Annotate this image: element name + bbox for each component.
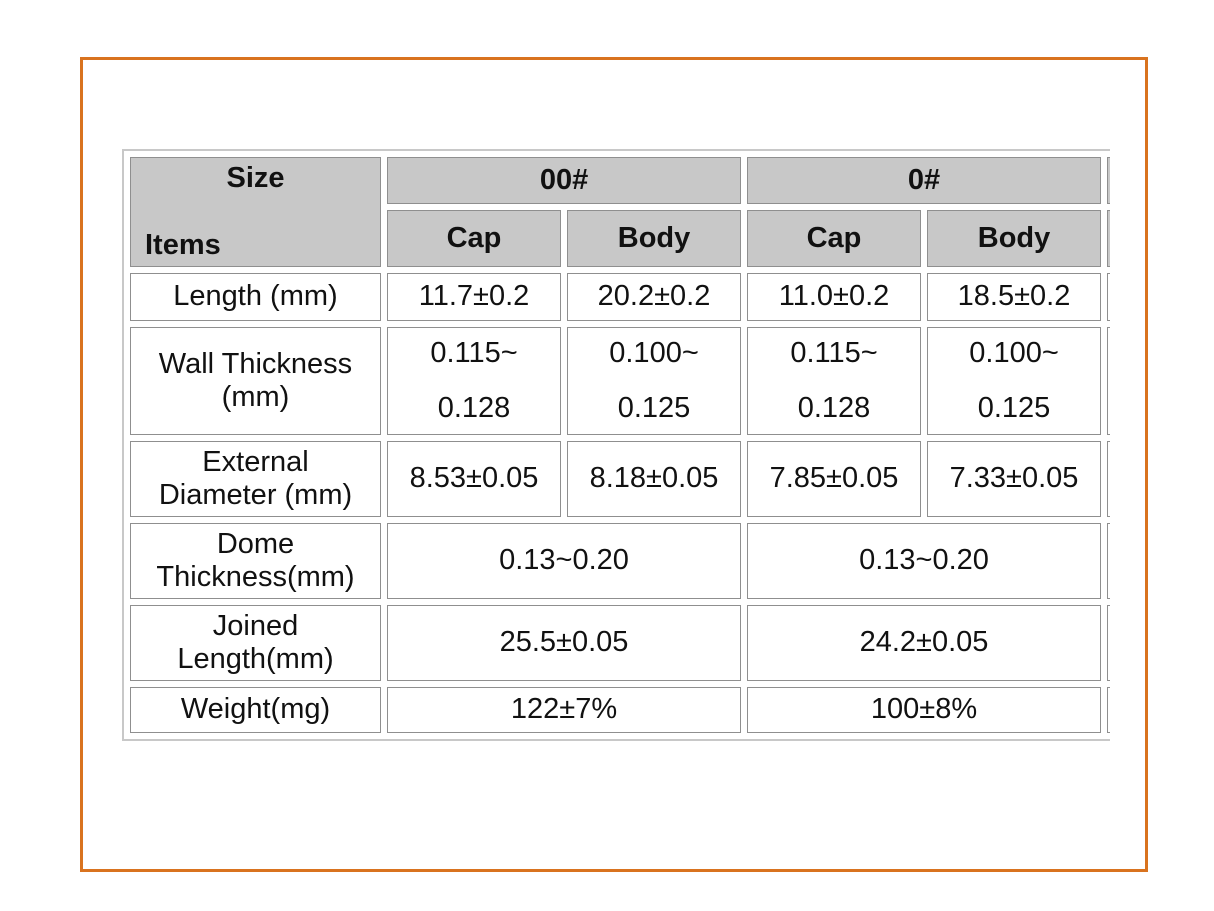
value-line: 0.115~: [790, 336, 878, 369]
value-line: 0.100~: [969, 336, 1059, 369]
header-row-groups: Size Items 00# 0#: [130, 157, 1110, 267]
cutoff-cell: [1107, 605, 1110, 681]
weight-0: 100±8%: [747, 687, 1102, 733]
wall-00-cap: 0.115~ 0.128: [387, 327, 561, 435]
subheader-cutoff: [1107, 209, 1110, 267]
cutoff-cell: [1107, 327, 1110, 435]
length-0-body: 18.5±0.2: [927, 273, 1102, 321]
length-0-cap: 11.0±0.2: [747, 273, 922, 321]
value-line: 0.100~: [609, 336, 699, 369]
subheader-body: Body: [567, 209, 742, 267]
subheader-cap: Cap: [387, 209, 561, 267]
row-external-diameter: External Diameter (mm) 8.53±0.05 8.18±0.…: [130, 441, 1110, 517]
size-label: Size: [226, 162, 285, 194]
group-header-00: 00#: [387, 157, 742, 204]
diameter-00-cap: 8.53±0.05: [387, 441, 561, 517]
label-line: Dome: [216, 527, 295, 560]
weight-00: 122±7%: [387, 687, 742, 733]
value-line: 0.115~: [430, 336, 518, 369]
value-line: 0.125: [977, 392, 1051, 424]
diameter-0-body: 7.33±0.05: [927, 441, 1102, 517]
label-line: Thickness(mm): [156, 561, 355, 593]
row-label-joined-length: Joined Length(mm): [130, 605, 381, 681]
group-header-cutoff: [1107, 157, 1110, 204]
cutoff-cell: [1107, 523, 1110, 599]
wall-0-body: 0.100~ 0.125: [927, 327, 1102, 435]
value-line: 0.128: [437, 392, 511, 424]
wall-0-cap: 0.115~ 0.128: [747, 327, 922, 435]
orange-frame: [80, 57, 1148, 872]
length-00-body: 20.2±0.2: [567, 273, 742, 321]
group-header-0: 0#: [747, 157, 1102, 204]
cutoff-cell: [1107, 273, 1110, 321]
label-line: Diameter (mm): [158, 479, 353, 511]
header-row-parts: Cap Body Cap Body: [130, 209, 1110, 267]
label-line: External: [202, 445, 309, 478]
row-length: Length (mm) 11.7±0.2 20.2±0.2 11.0±0.2 1…: [130, 273, 1110, 321]
row-dome-thickness: Dome Thickness(mm) 0.13~0.20 0.13~0.20: [130, 523, 1110, 599]
size-items-header: Size Items: [130, 157, 381, 267]
length-00-cap: 11.7±0.2: [387, 273, 561, 321]
cutoff-cell: [1107, 687, 1110, 733]
row-label-external-diameter: External Diameter (mm): [130, 441, 381, 517]
row-label-weight: Weight(mg): [130, 687, 381, 733]
joined-0: 24.2±0.05: [747, 605, 1102, 681]
row-label-length: Length (mm): [130, 273, 381, 321]
value-line: 0.128: [797, 392, 871, 424]
label-line: (mm): [221, 381, 290, 413]
wall-00-body: 0.100~ 0.125: [567, 327, 742, 435]
cutoff-cell: [1107, 441, 1110, 517]
spec-table-container: Size Items 00# 0# Cap Body Cap Body Leng…: [122, 149, 1110, 743]
row-label-wall-thickness: Wall Thickness (mm): [130, 327, 381, 435]
diameter-0-cap: 7.85±0.05: [747, 441, 922, 517]
subheader-body: Body: [927, 209, 1102, 267]
row-joined-length: Joined Length(mm) 25.5±0.05 24.2±0.05: [130, 605, 1110, 681]
label-line: Length(mm): [177, 643, 334, 675]
row-wall-thickness: Wall Thickness (mm) 0.115~ 0.128 0.100~ …: [130, 327, 1110, 435]
dome-0: 0.13~0.20: [747, 523, 1102, 599]
value-line: 0.125: [617, 392, 691, 424]
items-label: Items: [145, 228, 221, 261]
dome-00: 0.13~0.20: [387, 523, 742, 599]
diameter-00-body: 8.18±0.05: [567, 441, 742, 517]
subheader-cap: Cap: [747, 209, 922, 267]
capsule-spec-table: Size Items 00# 0# Cap Body Cap Body Leng…: [122, 149, 1110, 741]
row-label-dome-thickness: Dome Thickness(mm): [130, 523, 381, 599]
row-weight: Weight(mg) 122±7% 100±8%: [130, 687, 1110, 733]
label-line: Joined: [212, 609, 299, 642]
label-line: Wall Thickness: [158, 347, 353, 380]
joined-00: 25.5±0.05: [387, 605, 742, 681]
